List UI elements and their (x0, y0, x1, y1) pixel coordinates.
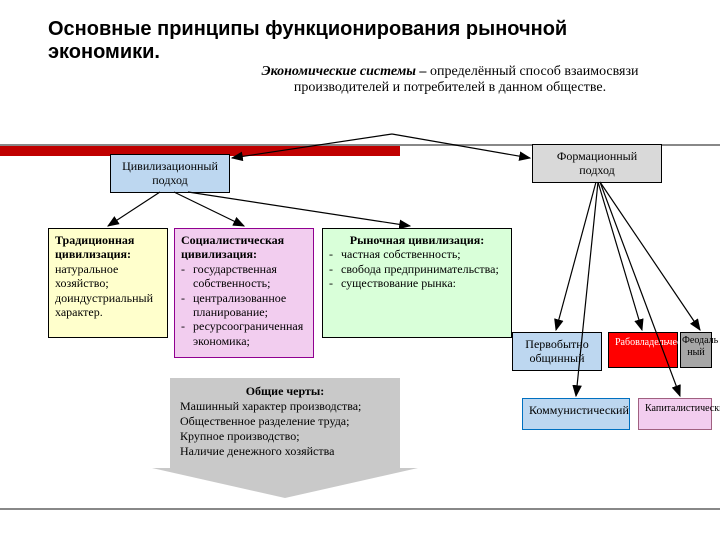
bottom-rule (0, 508, 720, 510)
node-prim: Первобытно общинный (512, 332, 602, 371)
node-form: Формационный подход (532, 144, 662, 183)
node-slave: Рабовладельческий (608, 332, 678, 368)
common-text: Общие черты:Машинный характер производст… (180, 384, 390, 459)
node-civ: Цивилизационный подход (110, 154, 230, 193)
node-comm: Коммунистический (522, 398, 630, 430)
node-soc: Социалистическая цивилизация:государстве… (174, 228, 314, 358)
node-market: Рыночная цивилизация:частная собственнос… (322, 228, 512, 338)
node-cap: Капиталистический (638, 398, 712, 430)
page-title: Основные принципы функционирования рыноч… (48, 18, 668, 64)
subtitle-emph: Экономические системы – (261, 64, 426, 79)
node-feud: Феодаль ный (680, 332, 712, 368)
common-block: Общие черты:Машинный характер производст… (170, 378, 400, 498)
node-trad: Традиционная цивилизация: натуральное хо… (48, 228, 168, 338)
subtitle: Экономические системы – определённый спо… (220, 64, 680, 96)
